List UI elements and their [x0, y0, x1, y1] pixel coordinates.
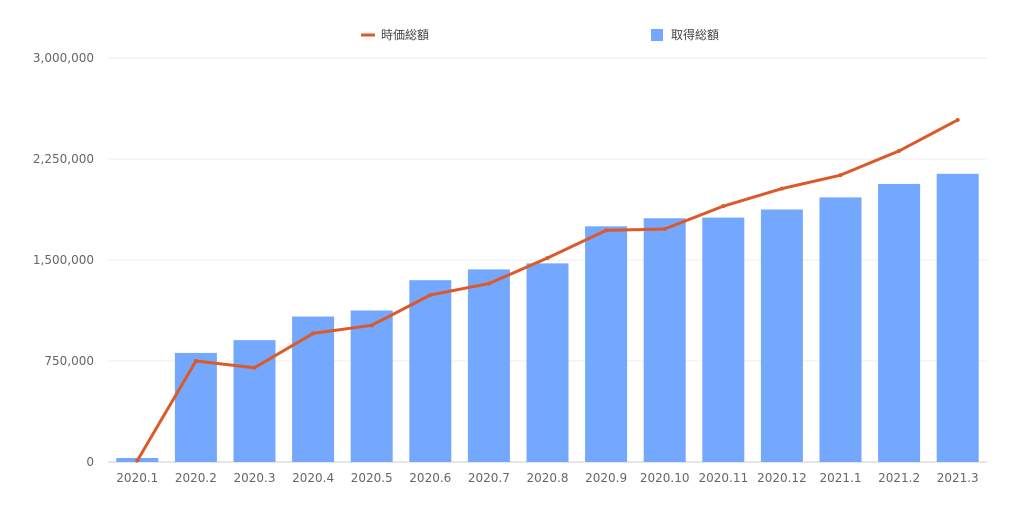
- line-point[interactable]: [193, 359, 198, 363]
- line-point[interactable]: [721, 204, 726, 209]
- x-tick-label: 2021.3: [937, 471, 979, 485]
- x-tick-label: 2021.1: [820, 471, 862, 485]
- line-point[interactable]: [662, 227, 667, 232]
- line-point[interactable]: [486, 281, 491, 286]
- bar[interactable]: [174, 352, 217, 462]
- y-tick-label: 0: [86, 455, 94, 469]
- line-series: [135, 117, 960, 463]
- bar[interactable]: [292, 316, 335, 462]
- bar[interactable]: [760, 209, 803, 463]
- y-tick-label: 3,000,000: [33, 51, 94, 65]
- bar[interactable]: [585, 226, 628, 462]
- y-tick-label: 2,250,000: [33, 152, 94, 166]
- x-tick-label: 2020.1: [116, 471, 158, 485]
- bar-series: [116, 173, 979, 463]
- x-tick-label: 2020.7: [468, 471, 510, 485]
- bar[interactable]: [819, 197, 862, 462]
- x-tick-label: 2021.2: [878, 471, 920, 485]
- x-tick-label: 2020.8: [527, 471, 569, 485]
- y-tick-label: 750,000: [44, 354, 94, 368]
- line-point[interactable]: [779, 186, 784, 191]
- x-tick-label: 2020.11: [698, 471, 748, 485]
- x-tick-label: 2020.9: [585, 471, 627, 485]
- x-tick-label: 2020.5: [351, 471, 393, 485]
- line-point[interactable]: [369, 323, 374, 328]
- x-axis: 2020.1 2020.2 2020.3 2020.4 2020.5 2020.6 2020…: [116, 471, 978, 485]
- bar[interactable]: [526, 263, 569, 462]
- line-point[interactable]: [135, 458, 140, 463]
- line-point[interactable]: [955, 117, 960, 122]
- line-point[interactable]: [545, 255, 550, 260]
- y-axis: 0 750,000 1,500,000 2,250,000 3,000,000: [33, 51, 94, 469]
- line-point[interactable]: [428, 293, 433, 298]
- legend-item-market-value[interactable]: 時価総額: [361, 28, 429, 42]
- bar[interactable]: [936, 173, 979, 462]
- bar[interactable]: [409, 280, 452, 462]
- legend-item-acquisition-total[interactable]: 取得総額: [651, 27, 719, 42]
- x-tick-label: 2020.3: [234, 471, 276, 485]
- line-point[interactable]: [252, 365, 257, 370]
- x-tick-label: 2020.6: [409, 471, 451, 485]
- bar[interactable]: [702, 217, 745, 462]
- line-point[interactable]: [311, 331, 316, 336]
- bar[interactable]: [467, 269, 510, 462]
- bar[interactable]: [643, 218, 686, 462]
- x-tick-label: 2020.10: [640, 471, 690, 485]
- x-tick-label: 2020.12: [757, 471, 807, 485]
- bar[interactable]: [878, 183, 921, 462]
- line-point[interactable]: [838, 173, 843, 178]
- bar[interactable]: [350, 310, 393, 463]
- legend-label-market-value: 時価総額: [381, 28, 429, 42]
- x-tick-label: 2020.2: [175, 471, 217, 485]
- line-point[interactable]: [604, 228, 609, 233]
- x-tick-label: 2020.4: [292, 471, 334, 485]
- legend-label-acquisition-total: 取得総額: [671, 27, 719, 42]
- y-tick-label: 1,500,000: [33, 253, 94, 267]
- legend: 時価総額 取得総額: [361, 27, 719, 42]
- legend-swatch-bar: [651, 29, 663, 41]
- line-point[interactable]: [897, 148, 902, 153]
